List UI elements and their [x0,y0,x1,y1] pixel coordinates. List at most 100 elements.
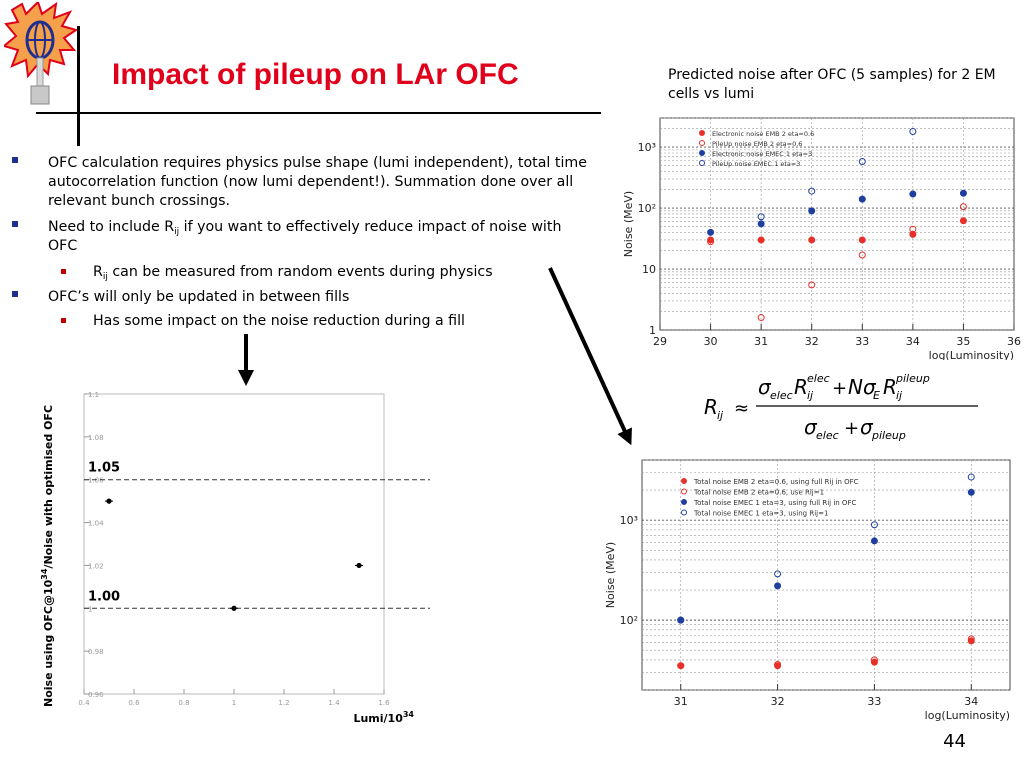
x-tick-label: 34 [964,695,978,708]
slide-title: Impact of pileup on LAr OFC [112,58,519,91]
svg-text:ij: ij [896,389,903,402]
data-point [707,236,715,244]
y-tick-label: 1.1 [88,391,99,399]
y-axis-label: Noise (MeV) [622,191,635,257]
header-vertical-rule [77,26,80,146]
svg-text:+: + [844,418,859,439]
legend-marker [681,509,687,516]
svg-text:σ: σ [860,415,874,439]
data-point [870,521,878,529]
bullet-item: OFC calculation requires physics pulse s… [12,154,588,211]
x-tick-label: 32 [805,335,819,348]
data-point [870,656,878,664]
bullet-text: Need to include Rij if you want to effec… [48,219,562,254]
data-point [959,203,967,211]
bullet-marker [61,318,66,323]
data-point [774,582,782,590]
formula-lhs-sub: ij [717,409,724,422]
data-point [870,537,878,545]
data-point [909,190,917,198]
svg-text:σ: σ [758,375,772,399]
x-tick-label: 1.2 [278,699,289,707]
x-tick-label: 30 [704,335,718,348]
x-tick-label: 33 [867,695,881,708]
data-point [774,570,782,578]
data-point [909,230,917,238]
bullet-marker [61,269,66,274]
plot-caption: Predicted noise after OFC (5 samples) fo… [668,67,996,102]
y-tick-label: 1 [88,605,92,613]
x-axis-label: Lumi/1034 [353,710,414,725]
x-tick-label: 35 [956,335,970,348]
legend-entry: Total noise EMB 2 eta=0.6, use Rij=1 [693,489,824,497]
legend-entry: Electronic noise EMEC 1 eta=3 [712,150,812,158]
bullet-marker [12,157,18,163]
x-tick-label: 0.4 [78,699,90,707]
bullet-text: Has some impact on the noise reduction d… [93,313,465,329]
reference-label: 1.00 [88,589,120,604]
y-tick-label: 10³ [638,141,656,154]
x-axis-label: log(Luminosity) [929,349,1014,360]
y-axis-label: Noise (MeV) [604,542,617,608]
data-point [870,658,878,666]
formula-denominator: σ elec + σ pileup [804,415,906,442]
header-horizontal-rule [36,112,601,114]
data-point [757,236,765,244]
svg-text:E: E [873,389,880,402]
page-number: 44 [943,731,966,752]
noise-vs-lumi-plot: 29 30 31 32 33 34 35 36 1 10 10² 10³ log(Luminosity)… [622,117,1021,360]
y-tick-label: 1.06 [88,477,104,485]
data-point [909,225,917,233]
data-point [858,251,866,259]
data-point [757,314,765,322]
legend-entry: Total noise EMEC 1 eta=3, using full Rij… [693,499,856,507]
bullet-text: OFC calculation requires physics pulse s… [48,155,587,209]
legend-marker [699,140,705,146]
svg-text:R: R [883,375,897,399]
x-tick-label: 0.8 [178,699,189,707]
data-point [707,238,715,246]
legend-entry: Total noise EMB 2 eta=0.6, using full Ri… [693,478,859,486]
y-tick-label: 1.08 [88,434,104,442]
svg-text:σ: σ [804,415,818,439]
legend-entry: PileUp noise EMEC 1 eta=3 [712,160,800,168]
x-axis-label: log(Luminosity) [925,709,1010,722]
y-tick-label: 10² [620,614,638,627]
bullet-marker [12,291,18,297]
legend-entry: PileUp noise EMB 2 eta=0.6 [712,140,802,148]
y-tick-label: 1.02 [88,562,104,570]
y-tick-label: 10 [642,263,656,276]
bullet-marker [12,221,18,227]
data-point [808,236,816,244]
svg-text:elec: elec [770,389,793,402]
svg-text:+: + [832,378,847,399]
svg-text:R: R [794,375,808,399]
data-point [774,660,782,668]
x-tick-label: 1 [232,699,236,707]
data-point [808,187,816,195]
plot-frame [83,393,385,695]
bullet-text: Rij can be measured from random events d… [93,264,493,282]
x-tick-label: 33 [855,335,869,348]
data-point [967,637,975,645]
data-point [808,281,816,289]
data-point [808,207,816,215]
bullet-item: Rij can be measured from random events d… [61,263,573,282]
data-point [858,236,866,244]
formula-lhs: R [704,395,718,419]
legend-entry: Electronic noise EMB 2 eta=0.6 [712,130,814,138]
legend-marker [699,130,705,136]
svg-text:pileup: pileup [895,372,930,385]
y-axis-label: Noise using OFC@1034/Noise with optimise… [40,405,55,707]
data-point [677,616,685,624]
legend-marker [681,478,687,484]
y-tick-label: 0.96 [88,691,104,699]
y-tick-label: 10² [638,202,656,215]
data-point [967,473,975,481]
x-tick-label: 31 [674,695,688,708]
y-tick-label: 10³ [620,514,638,527]
y-tick-label: 0.98 [88,648,104,656]
x-tick-label: 0.6 [128,699,140,707]
svg-text:ij: ij [807,389,814,402]
